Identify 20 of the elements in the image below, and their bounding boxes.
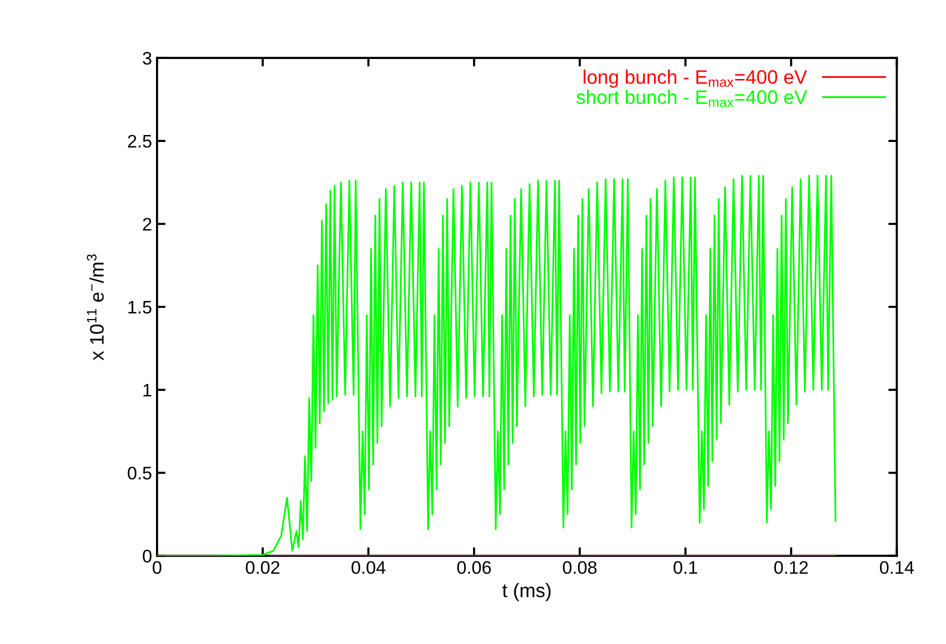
y-tick-label: 2 (143, 218, 152, 230)
y-tick-label: 1.5 (128, 300, 152, 314)
x-tick-label: 0 (152, 561, 162, 574)
y-tick-label: 0 (142, 550, 152, 562)
y-tick-label: 0.5 (128, 466, 152, 480)
x-axis-title: t (ms) (502, 583, 551, 602)
x-tick-label: 0.04 (352, 561, 386, 574)
y-tick-label: 2.5 (128, 134, 152, 148)
line-series (157, 174, 836, 556)
x-tick-label: 0.14 (880, 561, 914, 574)
legend-label: long bunch - E$_{max}$=400 eV (584, 70, 808, 88)
legend-label: short bunch - E$_{max}$=400 eV (576, 90, 808, 108)
x-tick-label: 0.06 (457, 561, 491, 574)
y-axis-title: x 10$^{11}$ e$^{−}$/m$^{3}$ (86, 254, 104, 360)
x-tick-label: 0.02 (246, 561, 280, 574)
y-tick-label: 3 (142, 52, 152, 65)
x-tick-label: 0.12 (774, 561, 808, 574)
y-tick-label: 1 (144, 384, 152, 396)
x-tick-label: 0.08 (562, 561, 597, 574)
x-tick-label: 0.1 (674, 561, 698, 574)
